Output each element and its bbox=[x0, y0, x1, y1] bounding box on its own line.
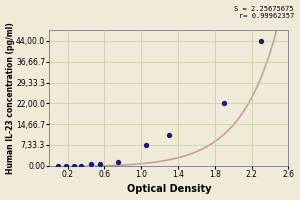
Point bbox=[72, 164, 76, 167]
Point bbox=[222, 102, 226, 105]
Point bbox=[143, 143, 148, 147]
Point bbox=[63, 164, 68, 167]
Point bbox=[88, 162, 93, 165]
Point bbox=[116, 160, 121, 163]
Point bbox=[167, 133, 171, 136]
Y-axis label: Human IL-23 concentration (pg/ml): Human IL-23 concentration (pg/ml) bbox=[6, 22, 15, 174]
Point bbox=[56, 164, 61, 167]
Point bbox=[98, 162, 102, 165]
X-axis label: Optical Density: Optical Density bbox=[127, 184, 211, 194]
Point bbox=[258, 39, 263, 43]
Text: S = 2.25675675
r= 0.99962357: S = 2.25675675 r= 0.99962357 bbox=[235, 6, 294, 19]
Point bbox=[79, 164, 84, 167]
